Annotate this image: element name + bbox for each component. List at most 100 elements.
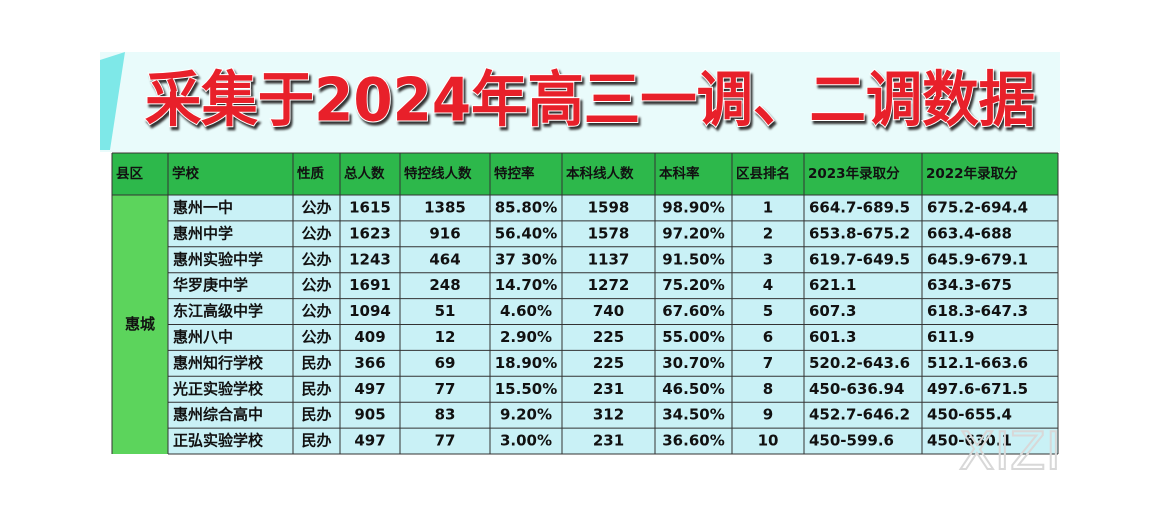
table-cell: 公办 bbox=[301, 276, 331, 294]
header-cell: 区县排名 bbox=[736, 165, 790, 182]
table-cell: 3.00% bbox=[500, 432, 552, 450]
table-cell: 1623 bbox=[349, 224, 391, 242]
table-cell: 409 bbox=[354, 328, 385, 346]
table: 县区 学校 性质 总人数 特控线人数 特控率 本科线人数 本科率 区县排名 2023年录取分 202… bbox=[111, 152, 1059, 455]
title-banner bbox=[100, 52, 1060, 152]
table-cell: 惠州中学 bbox=[173, 224, 233, 242]
table-cell: 366 bbox=[354, 354, 385, 372]
table-cell: 916 bbox=[429, 224, 460, 242]
table-cell: 36.60% bbox=[662, 432, 724, 450]
header-cell: 本科线人数 bbox=[566, 165, 634, 182]
table-cell: 905 bbox=[354, 406, 385, 424]
table-cell: 3 bbox=[763, 250, 773, 268]
table-cell: 1578 bbox=[588, 224, 630, 242]
district-cell-bg bbox=[112, 195, 168, 454]
header-cell: 2023年录取分 bbox=[808, 165, 900, 182]
table-cell: 34.50% bbox=[662, 406, 724, 424]
district-cell: 惠城 bbox=[125, 315, 155, 333]
table-cell: 惠州一中 bbox=[173, 198, 233, 216]
table-cell: 83 bbox=[435, 406, 456, 424]
table-cell: 611.9 bbox=[927, 328, 974, 346]
table-cell: 1598 bbox=[588, 198, 630, 216]
table-cell: 公办 bbox=[301, 328, 331, 346]
table-cell: 1615 bbox=[349, 198, 391, 216]
header-cell: 特控线人数 bbox=[404, 165, 472, 182]
table-cell: 民办 bbox=[301, 354, 331, 372]
table-cell: 85.80% bbox=[495, 198, 557, 216]
table-cell: 1691 bbox=[349, 276, 391, 294]
table-cell: 1272 bbox=[588, 276, 630, 294]
watermark: XIZI bbox=[959, 422, 1061, 482]
table-cell: 惠州综合高中 bbox=[173, 406, 263, 424]
table-cell: 正弘实验学校 bbox=[173, 432, 264, 450]
header-cell: 学校 bbox=[172, 165, 199, 182]
table-cell: 231 bbox=[593, 380, 624, 398]
table-cell: 46.50% bbox=[662, 380, 724, 398]
table-cell: 2 bbox=[763, 224, 773, 242]
table-cell: 56.40% bbox=[495, 224, 557, 242]
table-cell: 51 bbox=[435, 302, 456, 320]
table-cell: 231 bbox=[593, 432, 624, 450]
table-cell: 18.90% bbox=[495, 354, 557, 372]
table-cell: 497 bbox=[354, 432, 385, 450]
table-cell: 77 bbox=[435, 380, 456, 398]
table-cell: 9 bbox=[763, 406, 773, 424]
table-cell: 77 bbox=[435, 432, 456, 450]
table-cell: 公办 bbox=[301, 250, 331, 268]
table-cell: 惠州实验中学 bbox=[173, 250, 263, 268]
table-cell: 民办 bbox=[301, 406, 331, 424]
table-cell: 450-630.1 bbox=[927, 432, 1012, 450]
table-cell: 华罗庚中学 bbox=[173, 276, 248, 294]
table-cell: 公办 bbox=[301, 224, 331, 242]
table-cell: 675.2-694.4 bbox=[927, 198, 1028, 216]
table-cell: 1094 bbox=[349, 302, 391, 320]
header-cell: 性质 bbox=[297, 165, 324, 182]
table-cell: 225 bbox=[593, 328, 624, 346]
table-cell: 惠州八中 bbox=[173, 328, 233, 346]
table-cell: 公办 bbox=[301, 302, 331, 320]
table-cell: 621.1 bbox=[809, 276, 856, 294]
table-cell: 12 bbox=[435, 328, 456, 346]
table-cell: 1385 bbox=[424, 198, 466, 216]
table-cell: 740 bbox=[593, 302, 624, 320]
table-cell: 55.00% bbox=[662, 328, 724, 346]
table-cell: 520.2-643.6 bbox=[809, 354, 910, 372]
table-cell: 450-636.94 bbox=[809, 380, 904, 398]
table-cell: 4.60% bbox=[500, 302, 552, 320]
table-cell: 9.20% bbox=[500, 406, 552, 424]
table-cell: 5 bbox=[763, 302, 773, 320]
table-cell: 光正实验学校 bbox=[172, 380, 264, 398]
table-cell: 30.70% bbox=[662, 354, 724, 372]
table-cell: 惠州知行学校 bbox=[173, 354, 264, 372]
table-cell: 7 bbox=[763, 354, 773, 372]
table-cell: 1137 bbox=[588, 250, 630, 268]
table-cell: 2.90% bbox=[500, 328, 552, 346]
table-cell: 75.20% bbox=[662, 276, 724, 294]
table-cell: 450-655.4 bbox=[927, 406, 1012, 424]
title: 采集于2024年高三一调、二调数据 bbox=[145, 66, 1035, 136]
table-cell: 450-599.6 bbox=[809, 432, 894, 450]
table-cell: 1243 bbox=[349, 250, 391, 268]
table-cell: 312 bbox=[593, 406, 624, 424]
table-cell: 1 bbox=[763, 198, 773, 216]
table-cell: 6 bbox=[763, 328, 773, 346]
table-cell: 653.8-675.2 bbox=[809, 224, 910, 242]
table-cell: 民办 bbox=[301, 380, 331, 398]
table-cell: 15.50% bbox=[495, 380, 557, 398]
table-cell: 634.3-675 bbox=[927, 276, 1012, 294]
header-cell: 总人数 bbox=[344, 165, 385, 182]
table-cell: 97.20% bbox=[662, 224, 724, 242]
table-cell: 98.90% bbox=[662, 198, 724, 216]
table-cell: 607.3 bbox=[809, 302, 856, 320]
table-cell: 645.9-679.1 bbox=[927, 250, 1028, 268]
header-cell: 2022年录取分 bbox=[926, 165, 1018, 182]
header-row bbox=[112, 153, 1058, 195]
table-cell: 公办 bbox=[301, 198, 331, 216]
header-cell: 本科率 bbox=[659, 165, 700, 182]
table-cell: 67.60% bbox=[662, 302, 724, 320]
table-cell: 4 bbox=[763, 276, 773, 294]
table-cell: 8 bbox=[763, 380, 773, 398]
table-cell: 37 30% bbox=[495, 250, 557, 268]
